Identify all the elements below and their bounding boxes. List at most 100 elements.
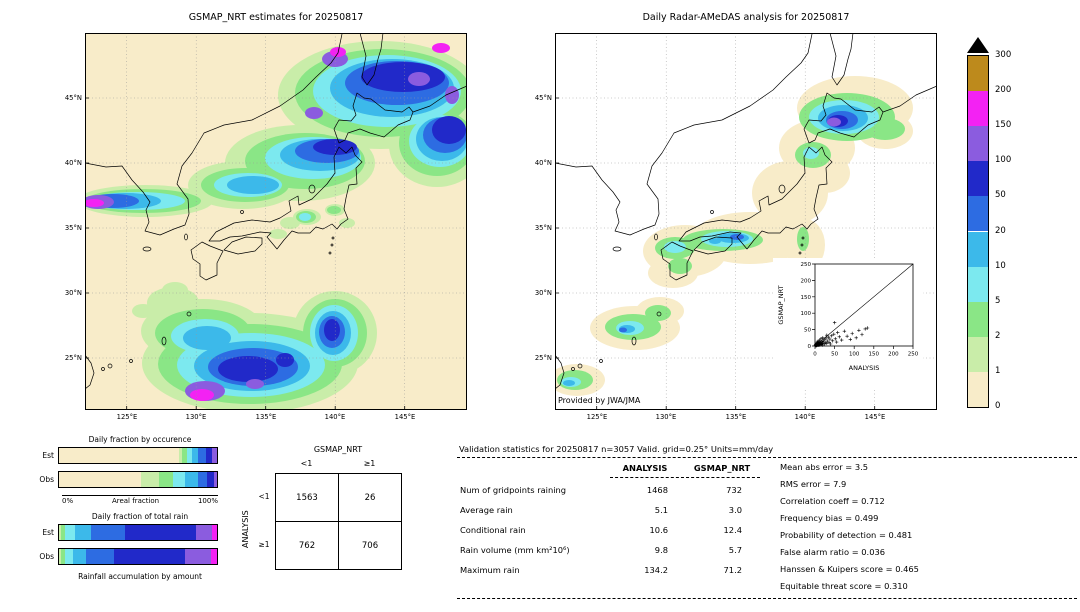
metric-rms-error: RMS error = 7.9 — [780, 479, 847, 489]
contingency-col-label-lt1: <1 — [300, 459, 313, 468]
lon-tick-145e: 145°E — [864, 413, 886, 421]
contingency-cell-hit-none: 1563 — [296, 492, 318, 503]
inset-x-tick: 0 — [813, 352, 817, 358]
lat-tick-30n: 30°N — [534, 289, 552, 297]
colorbar-tick-label: 200 — [995, 85, 1012, 96]
bar-segment — [90, 525, 126, 540]
colorbar-segment — [968, 371, 988, 407]
bar-segment — [141, 472, 159, 487]
bar-segment — [73, 549, 86, 564]
bar-segment — [186, 448, 192, 463]
colorbar-segments — [967, 55, 989, 408]
gsmap-precipitation-map — [85, 33, 467, 410]
total-rain-chart-title: Daily fraction of total rain — [91, 512, 189, 521]
total-rain-bars: Est Obs — [28, 524, 218, 565]
bar-row-label: Obs — [39, 475, 54, 484]
metric-correlation: Correlation coeff = 0.712 — [780, 496, 885, 506]
lat-tick-35n: 35°N — [64, 224, 82, 232]
colorbar-segment — [968, 301, 988, 337]
colorbar-tick-label: 300 — [995, 50, 1012, 60]
bar-segment — [65, 549, 74, 564]
bar-row: Obs — [28, 471, 218, 488]
stacked-bar — [58, 471, 218, 488]
stat-row-label: Rain volume (mm km²10⁶) — [460, 545, 570, 555]
inset-x-tick: 50 — [831, 352, 838, 358]
stat-row-label: Average rain — [460, 505, 513, 515]
lat-tick-35n: 35°N — [534, 224, 552, 232]
axis-min-label: 0% — [62, 497, 74, 505]
stat-value-analysis: 134.2 — [644, 565, 668, 575]
colorbar-tick-label: 2 — [995, 330, 1001, 341]
bar-segment — [207, 472, 214, 487]
colorbar-tick-label: 1 — [995, 365, 1001, 376]
inset-x-tick: 150 — [869, 352, 880, 358]
occurrence-bars: Est Obs — [28, 447, 218, 488]
lon-tick-125e: 125°E — [586, 413, 608, 421]
col-header-analysis: ANALYSIS — [622, 463, 668, 473]
metric-mean-abs-error: Mean abs error = 3.5 — [780, 462, 869, 472]
col-header-gsmap: GSMAP_NRT — [693, 463, 751, 473]
colorbar-segment — [968, 56, 988, 92]
stat-value-analysis: 1468 — [646, 485, 668, 495]
lat-tick-40n: 40°N — [534, 159, 552, 167]
occurrence-fraction-chart: Daily fraction by occurence Est Obs 0% Ar… — [28, 435, 218, 505]
contingency-table: GSMAP_NRT <1 ≥1 ANALYSIS <1 ≥1 1563 26 7… — [235, 443, 415, 588]
bar-segment — [172, 472, 186, 487]
left-map-title: GSMAP_NRT estimates for 20250817 — [188, 12, 364, 23]
gsmap-precip-blobs — [85, 41, 467, 410]
bar-segment — [74, 525, 91, 540]
lat-tick-45n: 45°N — [534, 94, 552, 102]
dashed-divider — [457, 457, 1077, 458]
bar-segment — [85, 549, 115, 564]
stat-row-label: Num of gridpoints raining — [460, 485, 567, 495]
stat-value-gsmap: 3.0 — [728, 505, 742, 515]
scatter-plot: ANALYSIS GSMAP_NRT 00 50 50 100 100 150 150 200… — [777, 262, 919, 372]
bar-row-label: Obs — [39, 552, 54, 561]
stat-row-label: Conditional rain — [460, 525, 526, 535]
dashed-divider — [610, 477, 760, 478]
colorbar-segment — [968, 231, 988, 267]
lon-tick-125e: 125°E — [116, 413, 138, 421]
inset-ylabel: GSMAP_NRT — [777, 285, 785, 324]
stat-value-analysis: 5.1 — [654, 505, 668, 515]
bar-segment — [182, 448, 187, 463]
occurrence-chart-title: Daily fraction by occurence — [88, 435, 192, 444]
bar-row: Est — [28, 524, 218, 541]
bar-segment — [196, 525, 213, 540]
lon-tick-135e: 135°E — [255, 413, 277, 421]
contingency-cell-hit: 706 — [361, 540, 379, 551]
contingency-grid: 1563 26 762 706 — [275, 473, 402, 570]
inset-y-tick: 0 — [808, 344, 812, 350]
bar-segment — [60, 549, 66, 564]
lon-tick-130e: 130°E — [655, 413, 677, 421]
credit-text: Provided by JWA/JMA — [558, 396, 641, 405]
bar-segment — [205, 448, 213, 463]
stat-row-label: Maximum rain — [460, 565, 520, 575]
bar-segment — [125, 525, 197, 540]
bar-row: Obs — [28, 548, 218, 565]
inset-y-tick: 100 — [801, 311, 812, 317]
bar-segment — [114, 549, 186, 564]
identity-line — [814, 263, 914, 347]
lon-tick-135e: 135°E — [725, 413, 747, 421]
stacked-bar — [58, 524, 218, 541]
colorbar-tick-label: 20 — [995, 225, 1006, 236]
bar-row-label: Est — [42, 451, 54, 460]
colorbar-segment — [968, 161, 988, 197]
bar-segment — [198, 448, 206, 463]
bar-segment — [198, 472, 208, 487]
bar-segment — [60, 525, 66, 540]
bar-segment — [59, 549, 61, 564]
stacked-bar — [58, 548, 218, 565]
inset-x-tick: 200 — [888, 352, 899, 358]
scatter-points — [813, 321, 870, 348]
bar-segment — [179, 448, 183, 463]
bar-segment — [212, 448, 217, 463]
dashed-divider — [457, 598, 1077, 599]
lon-tick-140e: 140°E — [794, 413, 816, 421]
colorbar-tick-label: 0 — [995, 401, 1001, 411]
validation-title: Validation statistics for 20250817 n=305… — [459, 444, 774, 454]
inset-x-tick: 100 — [849, 352, 860, 358]
contingency-col-group: GSMAP_NRT — [313, 445, 363, 454]
